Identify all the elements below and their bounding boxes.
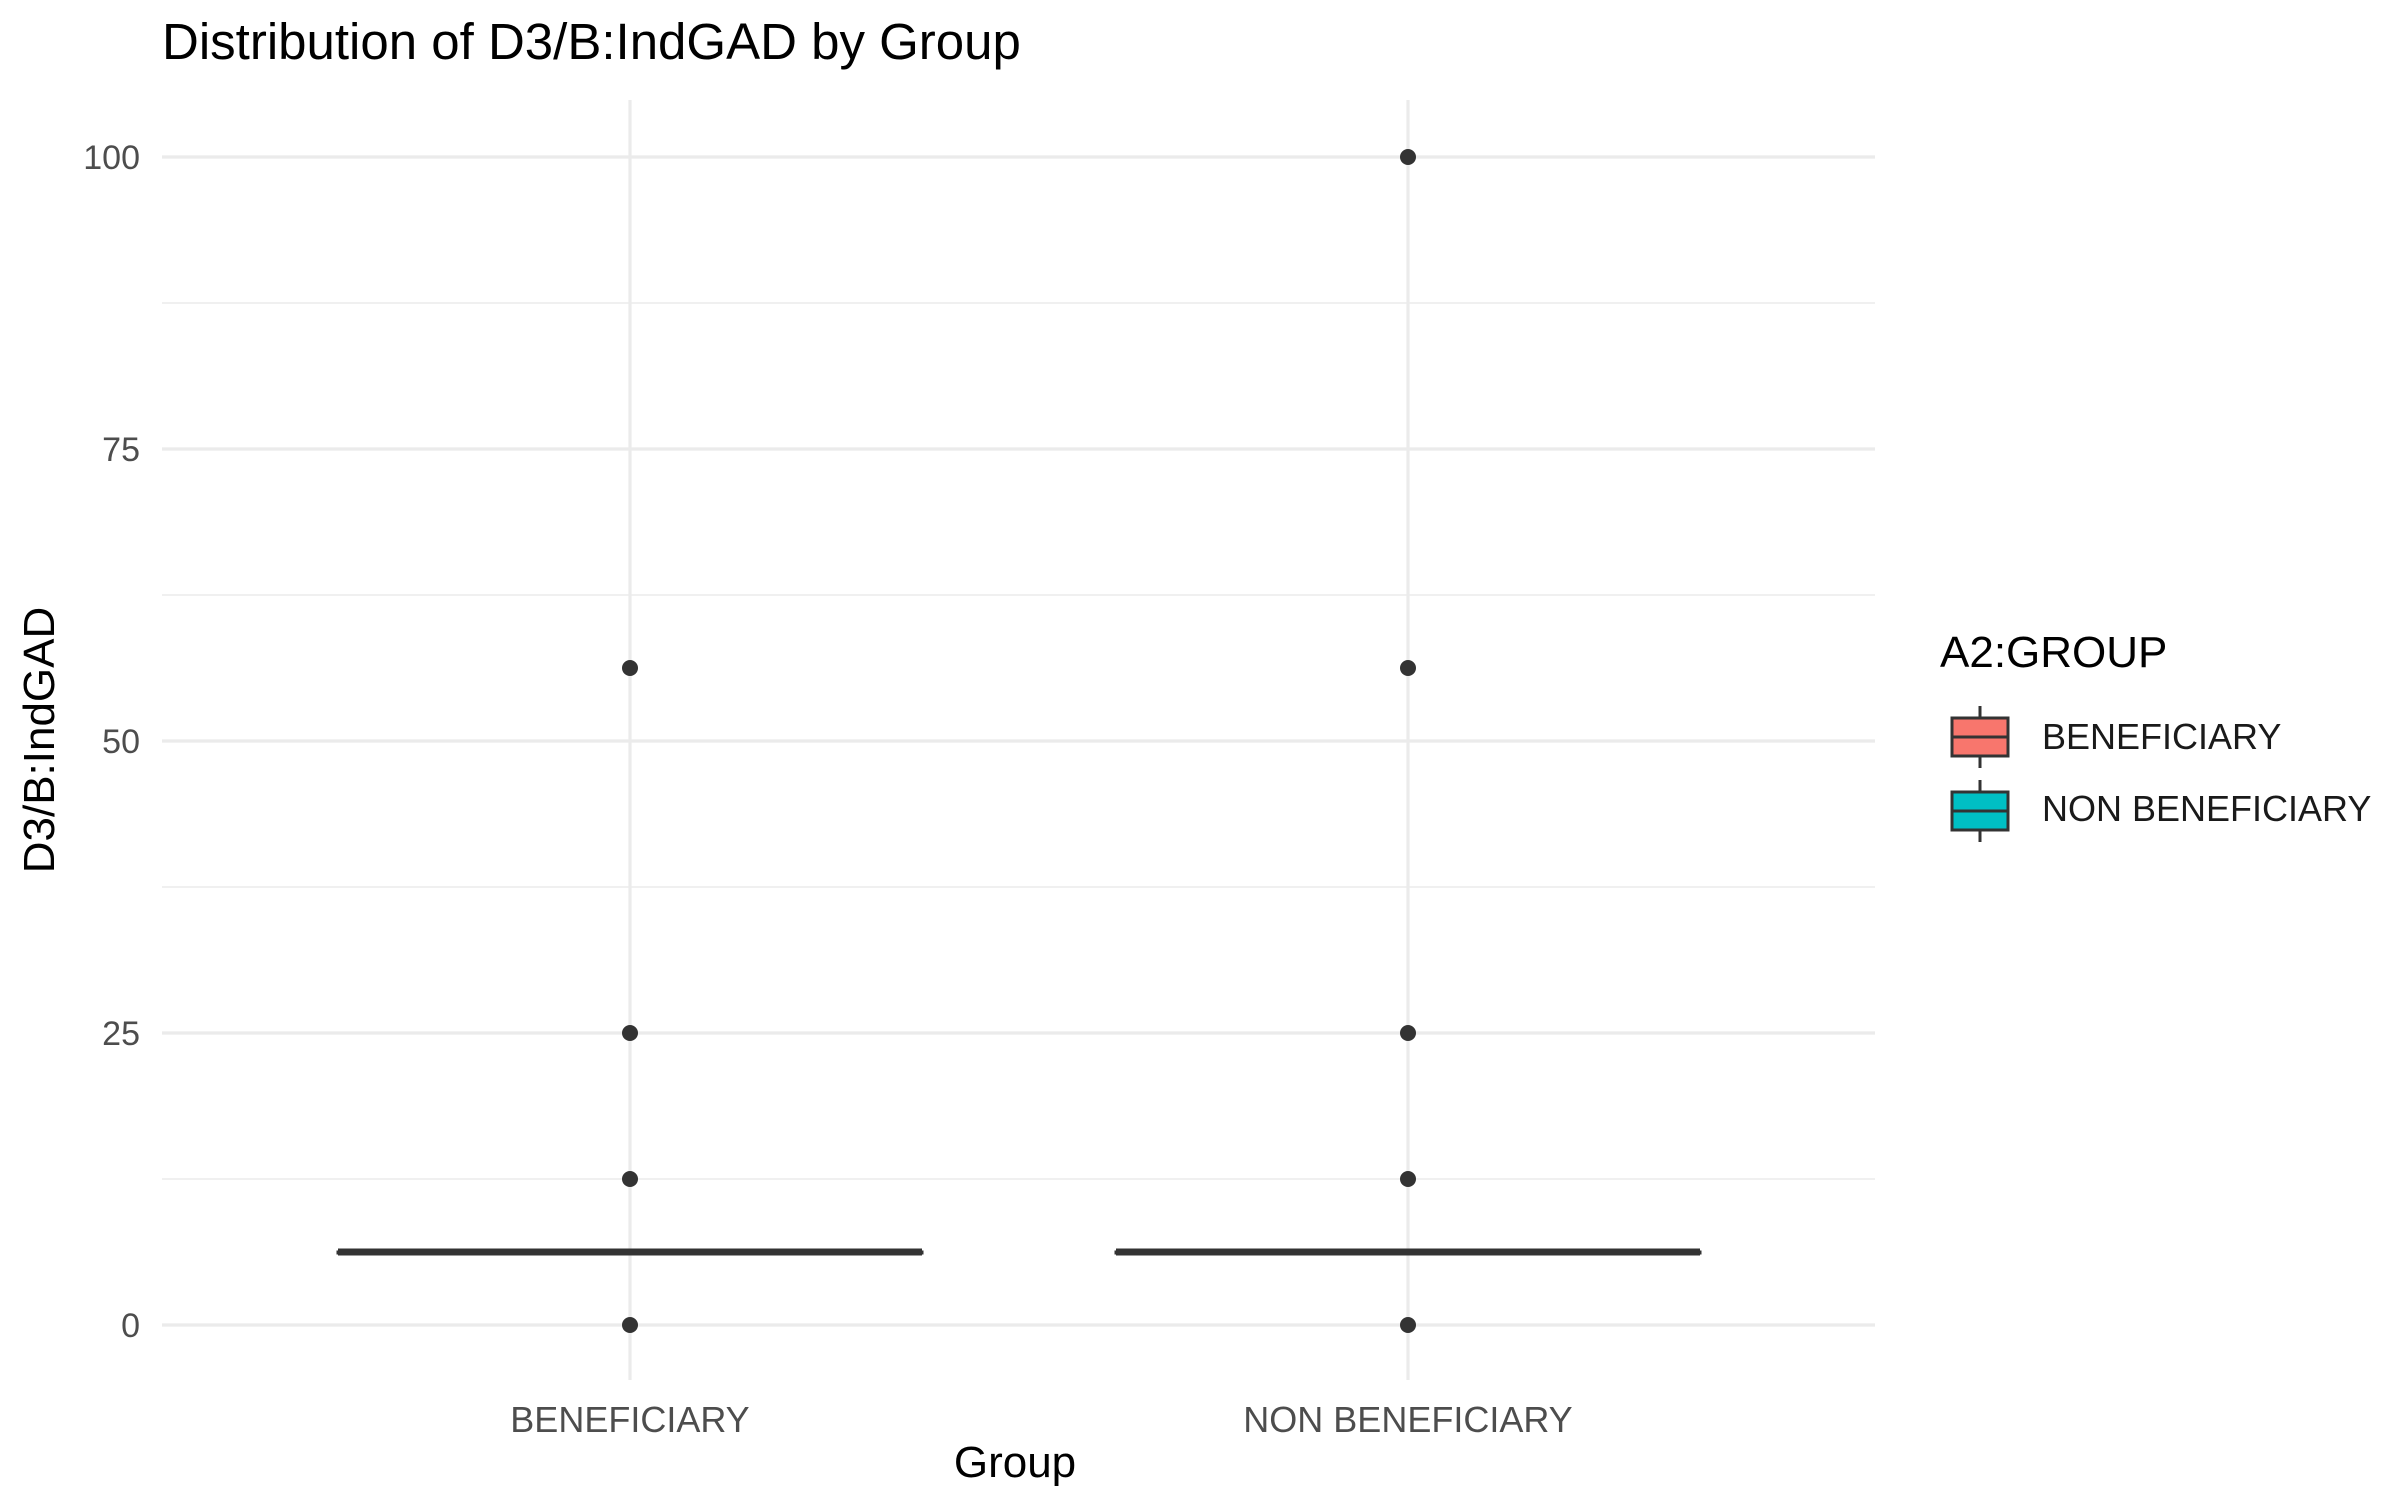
outlier-point bbox=[622, 1171, 638, 1187]
outlier-point bbox=[622, 660, 638, 676]
y-tick-label: 25 bbox=[102, 1015, 140, 1053]
outlier-point bbox=[622, 1317, 638, 1333]
outlier-point bbox=[1400, 660, 1416, 676]
outlier-point bbox=[1400, 1317, 1416, 1333]
minor-gridlines bbox=[162, 302, 1875, 1180]
y-tick-label: 50 bbox=[102, 723, 140, 761]
legend-label-non-beneficiary: NON BENEFICIARY bbox=[2042, 788, 2372, 829]
y-tick-label: 75 bbox=[102, 431, 140, 469]
y-axis-title-text: D3/B:IndGAD bbox=[15, 606, 64, 874]
x-tick-labels: BENEFICIARY NON BENEFICIARY bbox=[510, 1399, 1572, 1440]
x-tick-label: BENEFICIARY bbox=[510, 1399, 749, 1440]
y-tick-label: 100 bbox=[83, 139, 140, 177]
outlier-points bbox=[622, 149, 1416, 1333]
outlier-point bbox=[622, 1025, 638, 1041]
box-series bbox=[336, 1248, 1702, 1256]
outlier-point bbox=[1400, 1025, 1416, 1041]
legend-label-beneficiary: BENEFICIARY bbox=[2042, 716, 2282, 757]
outlier-point bbox=[1400, 1171, 1416, 1187]
legend-title: A2:GROUP bbox=[1940, 628, 2168, 677]
chart-title: Distribution of D3/B:IndGAD by Group bbox=[162, 13, 1021, 70]
outlier-point bbox=[1400, 149, 1416, 165]
major-gridlines bbox=[162, 100, 1875, 1380]
y-tick-label: 0 bbox=[121, 1307, 140, 1345]
x-axis-title-text: Group bbox=[953, 1438, 1077, 1487]
legend-keys bbox=[1950, 706, 2010, 842]
y-tick-labels: 0 25 50 75 100 bbox=[83, 139, 140, 1345]
x-tick-label: NON BENEFICIARY bbox=[1243, 1399, 1572, 1440]
